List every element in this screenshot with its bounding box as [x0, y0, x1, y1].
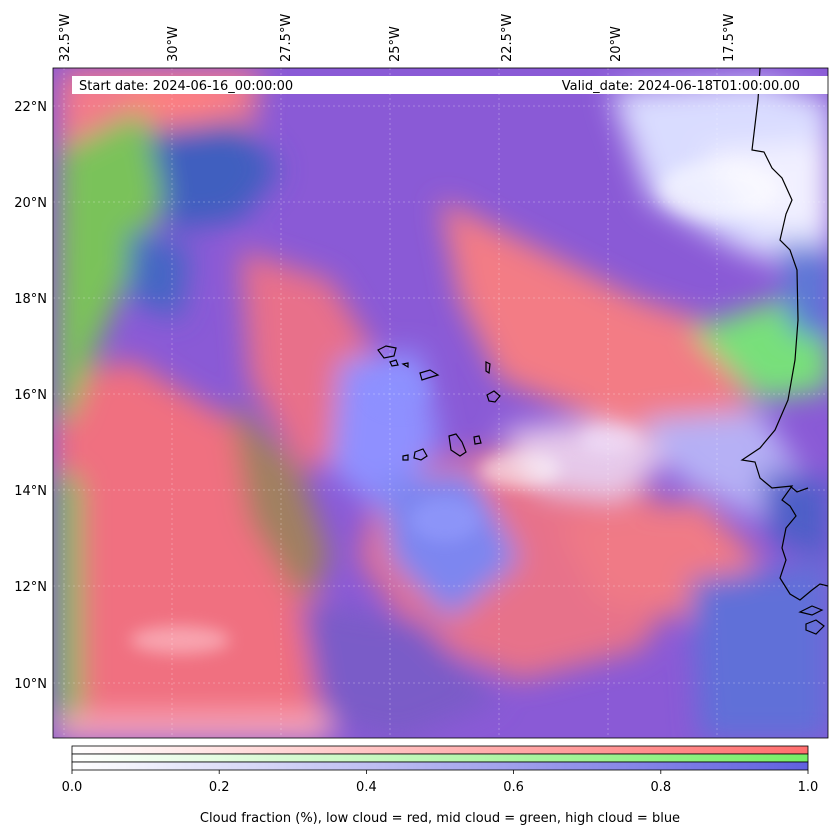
lon-label: 17.5°W [722, 14, 737, 62]
gambia-inlet [789, 485, 809, 493]
lon-label: 25°W [388, 26, 403, 62]
lat-label: 16°N [14, 388, 47, 403]
valid-date-label: Valid_date: 2024-06-18T01:00:00.00 [562, 79, 800, 94]
sal [485, 361, 491, 375]
bijagos-islands [805, 619, 825, 635]
lat-label: 12°N [14, 580, 47, 595]
african-coastline [740, 68, 828, 601]
lon-label: 20°W [609, 26, 624, 62]
lat-label: 20°N [14, 196, 47, 211]
guinea-coast [798, 605, 824, 616]
santiago [448, 433, 467, 457]
coastlines [740, 68, 828, 635]
lat-label: 10°N [14, 677, 47, 692]
colorbar: 0.0 0.2 0.4 0.6 0.8 1.0 Cloud fraction (%), l… [62, 745, 819, 826]
santo-antao [377, 345, 397, 359]
lon-label: 32.5°W [58, 14, 73, 62]
santa-luzia [401, 362, 409, 369]
longitude-labels: 32.5°W 30°W 27.5°W 25°W 22.5°W 20°W 17.5… [58, 14, 737, 62]
cloud-texture [130, 160, 780, 654]
maio [473, 435, 482, 445]
latitude-labels: 22°N 20°N 18°N 16°N 14°N 12°N 10°N [14, 100, 47, 692]
cape-verde-islands [377, 345, 501, 461]
boa-vista [486, 390, 501, 403]
lat-label: 22°N [14, 100, 47, 115]
start-date-label: Start date: 2024-06-16_00:00:00 [79, 79, 293, 94]
lat-label: 18°N [14, 292, 47, 307]
sao-vicente [389, 359, 399, 367]
gridlines [53, 68, 828, 738]
colorbar-tick-label: 1.0 [798, 780, 819, 795]
map-frame [52, 67, 829, 739]
brava [402, 454, 409, 461]
fogo [413, 448, 428, 461]
colorbar-tick-label: 0.0 [62, 780, 83, 795]
cloud-map: Start date: 2024-06-16_00:00:00 Valid_da… [53, 68, 828, 738]
lon-label: 27.5°W [279, 14, 294, 62]
colorbar-tick-label: 0.2 [209, 780, 230, 795]
colorbar-label: Cloud fraction (%), low cloud = red, mid… [200, 811, 680, 826]
colorbar-ticks: 0.0 0.2 0.4 0.6 0.8 1.0 [62, 770, 819, 795]
lon-label: 30°W [166, 26, 181, 62]
lon-label: 22.5°W [500, 14, 515, 62]
colorbar-high-cloud [71, 761, 809, 771]
lat-label: 14°N [14, 484, 47, 499]
colorbar-mid-cloud [71, 753, 809, 763]
sao-nicolau [419, 369, 440, 381]
colorbar-tick-label: 0.4 [356, 780, 377, 795]
colorbar-tick-label: 0.6 [503, 780, 524, 795]
colorbar-low-cloud [71, 745, 809, 755]
colorbar-tick-label: 0.8 [650, 780, 671, 795]
date-banner [72, 76, 828, 94]
